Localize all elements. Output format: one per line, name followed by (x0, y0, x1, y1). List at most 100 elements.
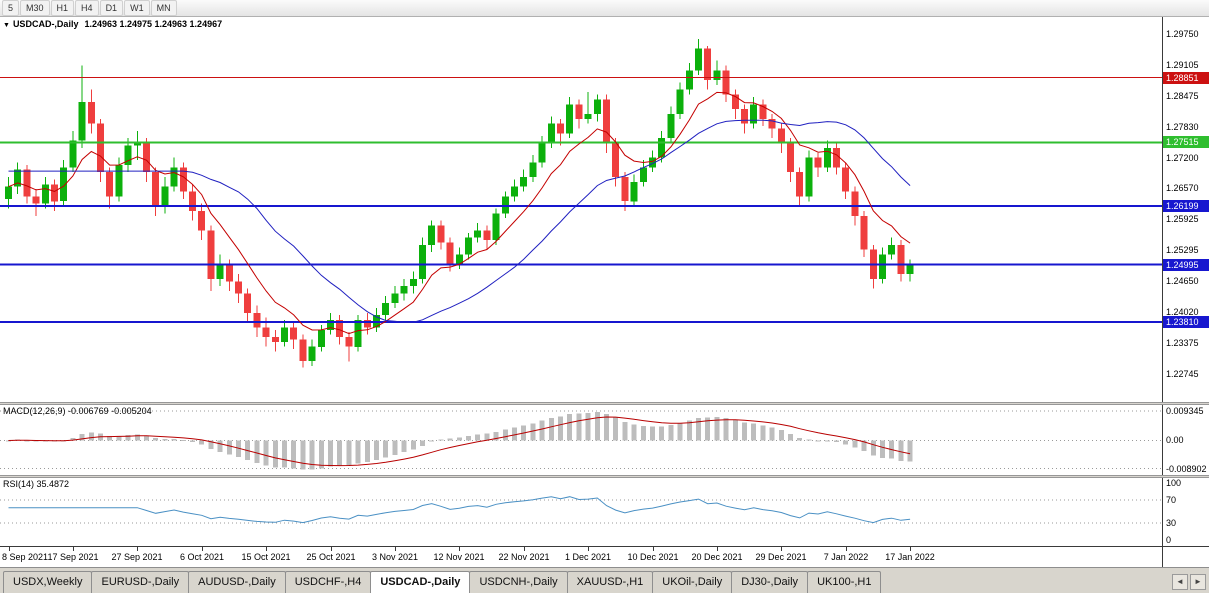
chart-tab-ukoil-daily[interactable]: UKOil-,Daily (652, 571, 733, 593)
price-tick-label: 1.29105 (1166, 60, 1199, 70)
pane-divider-rsi[interactable] (0, 475, 1209, 478)
timeframe-button-h1[interactable]: H1 (50, 0, 75, 16)
timeframe-button-w1[interactable]: W1 (124, 0, 150, 16)
rsi-pane[interactable]: RSI(14) 35.4872 (0, 478, 1162, 546)
price-level-tag: 1.26199 (1163, 200, 1209, 212)
time-label: 22 Nov 2021 (498, 552, 550, 562)
rsi-tick-label: 0 (1166, 535, 1172, 545)
time-tick (202, 547, 203, 551)
rsi-label: RSI(14) 35.4872 (3, 479, 69, 489)
macd-tick-label: 0.009345 (1166, 406, 1204, 416)
chart-tabs: USDX,Weekly EURUSD-,Daily AUDUSD-,Daily USD… (0, 567, 1209, 593)
scale-corner (1162, 546, 1209, 567)
rsi-tick-label: 30 (1166, 518, 1177, 528)
chart-tab-usdcad-daily[interactable]: USDCAD-,Daily (370, 571, 471, 593)
time-tick (524, 547, 525, 551)
time-label: 1 Dec 2021 (564, 552, 612, 562)
price-tick-label: 1.22745 (1166, 369, 1199, 379)
time-tick (395, 547, 396, 551)
timeframe-button-5[interactable]: 5 (2, 0, 20, 16)
time-label: 20 Dec 2021 (691, 552, 743, 562)
time-label: 25 Oct 2021 (306, 552, 356, 562)
macd-tick-label: 0.00 (1166, 435, 1184, 445)
time-tick (9, 547, 10, 551)
time-label: 27 Sep 2021 (111, 552, 163, 562)
price-tick-label: 1.25925 (1166, 214, 1199, 224)
chart-tab-xauusd-h1[interactable]: XAUUSD-,H1 (566, 571, 654, 593)
time-label: 10 Dec 2021 (627, 552, 679, 562)
price-tick-label: 1.27830 (1166, 122, 1199, 132)
time-axis[interactable]: 8 Sep 2021 17 Sep 2021 27 Sep 2021 6 Oct 20… (0, 546, 1162, 567)
price-level-tag: 1.23810 (1163, 316, 1209, 328)
time-tick (717, 547, 718, 551)
main-price-scale[interactable]: 1.29750 1.29105 1.28475 1.27830 1.27200 1.265… (1162, 17, 1209, 402)
time-label: 17 Jan 2022 (885, 552, 935, 562)
time-tick (73, 547, 74, 551)
time-tick (331, 547, 332, 551)
time-tick (653, 547, 654, 551)
timeframe-toolbar: 5 M30 H1 H4 D1 W1 MN (0, 0, 1209, 17)
price-level-tag: 1.28851 (1163, 72, 1209, 84)
macd-pane[interactable]: MACD(12,26,9) -0.006769 -0.005204 (0, 405, 1162, 475)
rsi-name: RSI(14) (3, 479, 35, 489)
price-tick-label: 1.24020 (1166, 307, 1199, 317)
price-level-tag: 1.24995 (1163, 259, 1209, 271)
time-label: 17 Sep 2021 (47, 552, 99, 562)
rsi-value: 35.4872 (36, 479, 70, 489)
time-tick (137, 547, 138, 551)
price-tick-label: 1.24650 (1166, 276, 1199, 286)
macd-scale[interactable]: 0.009345 0.00 -0.008902 (1162, 405, 1209, 475)
timeframe-button-mn[interactable]: MN (150, 0, 177, 16)
tab-scroll-left-icon[interactable]: ◄ (1172, 574, 1188, 590)
pane-divider-macd[interactable] (0, 402, 1209, 405)
chart-window: ▼ USDCAD-,Daily 1.24963 1.24975 1.24963 1.… (0, 17, 1209, 567)
rsi-tick-label: 70 (1166, 495, 1177, 505)
time-label: 29 Dec 2021 (755, 552, 807, 562)
chart-tab-eurusd-daily[interactable]: EURUSD-,Daily (91, 571, 190, 593)
chart-tab-usdx-weekly[interactable]: USDX,Weekly (3, 571, 93, 593)
chart-tab-dj30-daily[interactable]: DJ30-,Daily (731, 571, 809, 593)
timeframe-button-d1[interactable]: D1 (99, 0, 124, 16)
price-tick-label: 1.27200 (1166, 153, 1199, 163)
timeframe-button-h4[interactable]: H4 (75, 0, 99, 16)
price-level-tag: 1.27515 (1163, 136, 1209, 148)
timeframe-button-m30[interactable]: M30 (20, 0, 50, 16)
macd-name: MACD(12,26,9) (3, 406, 66, 416)
price-tick-label: 1.28475 (1166, 91, 1199, 101)
macd-label: MACD(12,26,9) -0.006769 -0.005204 (3, 406, 152, 416)
ohlc-readout: 1.24963 1.24975 1.24963 1.24967 (84, 19, 223, 29)
price-tick-label: 1.29750 (1166, 29, 1199, 39)
collapse-icon[interactable]: ▼ (3, 22, 10, 29)
time-label: 3 Nov 2021 (371, 552, 419, 562)
time-label: 7 Jan 2022 (823, 552, 869, 562)
price-tick-label: 1.23375 (1166, 338, 1199, 348)
time-label: 12 Nov 2021 (433, 552, 485, 562)
chart-tab-audusd-daily[interactable]: AUDUSD-,Daily (188, 571, 286, 593)
rsi-canvas[interactable] (0, 478, 1162, 546)
tab-scroll: ◄ ► (1172, 574, 1206, 590)
time-tick (588, 547, 589, 551)
time-tick (266, 547, 267, 551)
rsi-tick-label: 100 (1166, 478, 1182, 488)
rsi-scale[interactable]: 100 70 30 0 (1162, 478, 1209, 546)
time-tick (910, 547, 911, 551)
chart-title: ▼ USDCAD-,Daily 1.24963 1.24975 1.24963 1.… (3, 19, 222, 29)
time-label: 6 Oct 2021 (179, 552, 225, 562)
price-tick-label: 1.26570 (1166, 183, 1199, 193)
time-tick (781, 547, 782, 551)
macd-values: -0.006769 -0.005204 (68, 406, 152, 416)
macd-tick-label: -0.008902 (1166, 464, 1207, 474)
time-label: 15 Oct 2021 (241, 552, 291, 562)
time-label: 8 Sep 2021 (2, 552, 49, 562)
main-pane[interactable]: ▼ USDCAD-,Daily 1.24963 1.24975 1.24963 1.… (0, 17, 1162, 402)
candles-canvas[interactable] (0, 17, 1162, 402)
price-tick-label: 1.25295 (1166, 245, 1199, 255)
time-tick (459, 547, 460, 551)
time-tick (846, 547, 847, 551)
tab-scroll-right-icon[interactable]: ► (1190, 574, 1206, 590)
macd-canvas[interactable] (0, 405, 1162, 475)
chart-tab-usdchf-h4[interactable]: USDCHF-,H4 (284, 571, 372, 593)
chart-tab-usdcnh-daily[interactable]: USDCNH-,Daily (469, 571, 568, 593)
chart-tab-uk100-h1[interactable]: UK100-,H1 (807, 571, 882, 593)
